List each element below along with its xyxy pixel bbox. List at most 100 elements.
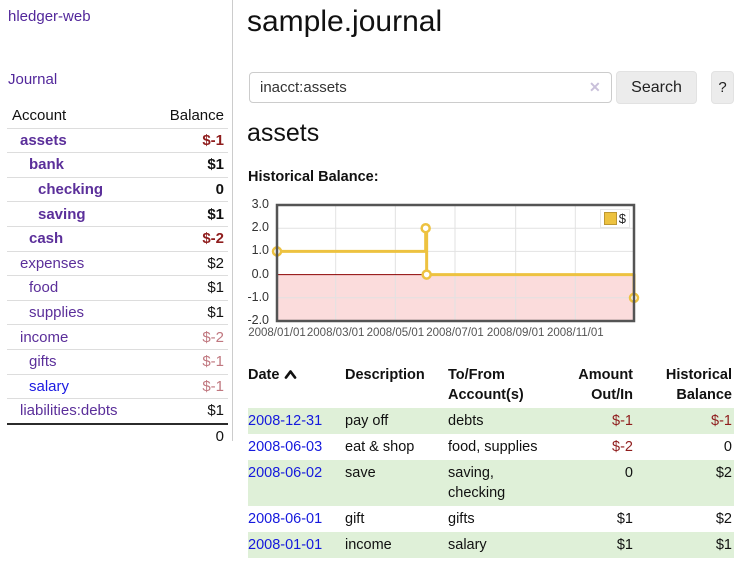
legend-label: $ bbox=[618, 211, 626, 226]
sidebar-item-journal[interactable]: Journal bbox=[8, 71, 58, 88]
transaction-description: save bbox=[345, 465, 376, 481]
account-link-saving[interactable]: saving bbox=[38, 205, 86, 223]
accounts-total-row: 0 bbox=[7, 422, 228, 449]
account-row-expenses: expenses $2 bbox=[7, 252, 228, 277]
transaction-row: 2008-06-02 save saving, checking 0 $2 bbox=[248, 460, 734, 506]
account-link-liabilities-debts[interactable]: liabilities:debts bbox=[20, 402, 118, 420]
account-row-saving: saving $1 bbox=[7, 202, 228, 227]
search-button[interactable]: Search bbox=[616, 71, 697, 104]
account-balance: $1 bbox=[207, 156, 224, 174]
x-tick-label: 2008/03/01 bbox=[306, 327, 365, 339]
account-link-bank[interactable]: bank bbox=[29, 156, 65, 174]
transaction-date-link[interactable]: 2008-06-01 bbox=[248, 511, 323, 527]
account-row-food: food $1 bbox=[7, 276, 228, 301]
account-link-cash[interactable]: cash bbox=[29, 230, 64, 248]
page-title: sample.journal bbox=[247, 5, 443, 38]
account-balance: $1 bbox=[207, 205, 224, 223]
sort-ascending-icon bbox=[285, 370, 297, 379]
brand-link[interactable]: hledger-web bbox=[8, 8, 91, 25]
transaction-balance: $1 bbox=[715, 537, 732, 553]
y-tick-label: 3.0 bbox=[251, 197, 269, 211]
account-balance: 0 bbox=[215, 181, 224, 199]
account-balance: $-1 bbox=[202, 377, 224, 395]
account-balance: $-2 bbox=[202, 230, 224, 248]
account-row-supplies: supplies $1 bbox=[7, 301, 228, 326]
transaction-amount: $-1 bbox=[612, 413, 633, 429]
chart-y-axis: 3.0 2.0 1.0 0.0 -1.0 -2.0 bbox=[234, 197, 272, 327]
account-row-bank: bank $1 bbox=[7, 153, 228, 178]
account-balance: $1 bbox=[207, 402, 224, 420]
transaction-row: 2008-06-03 eat & shop food, supplies $-2… bbox=[248, 434, 734, 460]
transaction-balance: $2 bbox=[715, 511, 732, 527]
transaction-date-link[interactable]: 2008-01-01 bbox=[248, 537, 323, 553]
chart-plot: $ bbox=[271, 203, 640, 323]
column-header-accounts: To/From Account(s) bbox=[448, 367, 524, 403]
account-row-cash: cash $-2 bbox=[7, 227, 228, 252]
transaction-accounts: saving, checking bbox=[448, 465, 506, 501]
account-row-checking: checking 0 bbox=[7, 178, 228, 203]
x-tick-label: 2008/11/01 bbox=[546, 327, 604, 339]
transaction-date-link[interactable]: 2008-12-31 bbox=[248, 413, 323, 429]
transaction-accounts: salary bbox=[448, 537, 487, 553]
transaction-accounts: food, supplies bbox=[448, 439, 538, 455]
register-table: Date Description To/From Account(s) Amoun… bbox=[248, 362, 734, 558]
account-link-food[interactable]: food bbox=[29, 279, 59, 297]
transaction-balance: $-1 bbox=[711, 413, 732, 429]
legend-swatch-icon bbox=[603, 212, 617, 225]
account-link-supplies[interactable]: supplies bbox=[29, 304, 85, 322]
x-tick-label: 2008/01/01 bbox=[248, 327, 306, 339]
account-row-salary: salary $-1 bbox=[7, 375, 228, 400]
y-tick-label: 2.0 bbox=[251, 220, 269, 235]
transaction-amount: $1 bbox=[616, 537, 633, 553]
x-tick-label: 2008/05/01 bbox=[366, 327, 425, 339]
column-header-amount: Amount Out/In bbox=[578, 367, 633, 403]
transaction-row: 2008-06-01 gift gifts $1 $2 bbox=[248, 506, 734, 532]
transaction-accounts: gifts bbox=[448, 511, 475, 527]
column-header-date[interactable]: Date bbox=[248, 362, 345, 408]
chart-x-axis: 2008/01/01 2008/03/01 2008/05/01 2008/07/01… bbox=[248, 327, 634, 343]
account-balance: $-1 bbox=[202, 353, 224, 371]
y-tick-label: -1.0 bbox=[247, 289, 269, 304]
account-balance: $2 bbox=[207, 254, 224, 272]
transaction-amount: $1 bbox=[616, 511, 633, 527]
transaction-description: gift bbox=[345, 511, 365, 527]
transaction-description: pay off bbox=[345, 413, 389, 429]
transaction-date-link[interactable]: 2008-06-02 bbox=[248, 465, 323, 481]
y-tick-label: 1.0 bbox=[251, 243, 269, 258]
column-header-balance: Historical Balance bbox=[665, 367, 732, 403]
column-header-description: Description bbox=[345, 367, 425, 383]
y-tick-label: -2.0 bbox=[247, 313, 269, 327]
transaction-row: 2008-12-31 pay off debts $-1 $-1 bbox=[248, 408, 734, 434]
account-link-gifts[interactable]: gifts bbox=[29, 353, 57, 371]
account-row-liabilities-debts: liabilities:debts $1 bbox=[7, 399, 228, 423]
clear-search-icon[interactable]: ✕ bbox=[589, 79, 601, 95]
x-tick-label: 2008/09/01 bbox=[486, 327, 545, 339]
y-tick-label: 0.0 bbox=[251, 266, 269, 281]
transaction-description: eat & shop bbox=[345, 439, 415, 455]
account-balance: $-1 bbox=[202, 131, 224, 149]
account-link-salary[interactable]: salary bbox=[29, 377, 70, 395]
accounts-total-value: 0 bbox=[215, 428, 224, 446]
account-link-assets[interactable]: assets bbox=[20, 131, 67, 149]
account-link-expenses[interactable]: expenses bbox=[20, 254, 85, 272]
chart-legend: $ bbox=[599, 209, 630, 228]
chart-section-label: Historical Balance: bbox=[248, 169, 379, 185]
account-column-header: Account bbox=[12, 107, 67, 125]
transaction-balance: 0 bbox=[723, 439, 732, 455]
account-row-income: income $-2 bbox=[7, 325, 228, 350]
account-link-checking[interactable]: checking bbox=[38, 181, 104, 199]
account-balance: $-2 bbox=[202, 328, 224, 346]
account-balance: $1 bbox=[207, 279, 224, 297]
accounts-table: Account Balance assets $-1 bank $1 check… bbox=[7, 104, 228, 448]
x-tick-label: 2008/07/01 bbox=[426, 327, 484, 339]
transaction-balance: $2 bbox=[715, 465, 732, 481]
transaction-amount: 0 bbox=[624, 465, 633, 481]
account-heading: assets bbox=[247, 119, 320, 147]
account-link-income[interactable]: income bbox=[20, 328, 69, 346]
transaction-accounts: debts bbox=[448, 413, 484, 429]
help-button[interactable]: ? bbox=[711, 71, 734, 104]
search-input[interactable] bbox=[249, 72, 612, 103]
account-balance: $1 bbox=[207, 304, 224, 322]
transaction-date-link[interactable]: 2008-06-03 bbox=[248, 439, 323, 455]
balance-column-header: Balance bbox=[169, 107, 224, 125]
